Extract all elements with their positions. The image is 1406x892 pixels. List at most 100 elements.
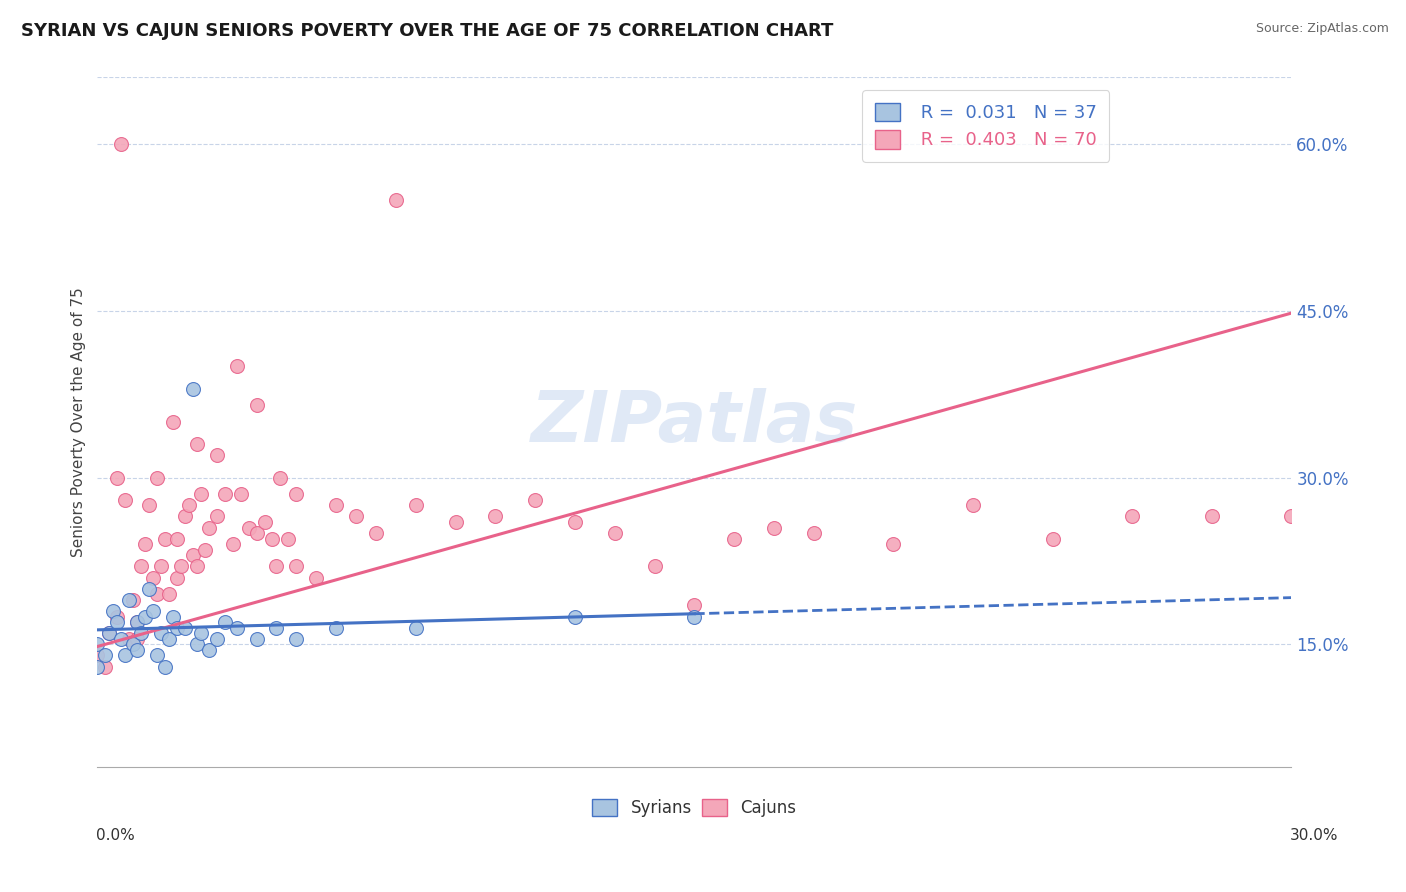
Point — [134, 609, 156, 624]
Point — [564, 515, 586, 529]
Point — [763, 520, 786, 534]
Point — [86, 648, 108, 663]
Point — [405, 499, 427, 513]
Point — [94, 648, 117, 663]
Point — [205, 509, 228, 524]
Point — [166, 571, 188, 585]
Point — [114, 492, 136, 507]
Point — [1042, 532, 1064, 546]
Point — [603, 526, 626, 541]
Point — [225, 621, 247, 635]
Point — [177, 499, 200, 513]
Point — [142, 604, 165, 618]
Point — [285, 559, 308, 574]
Point — [484, 509, 506, 524]
Point — [146, 587, 169, 601]
Point — [153, 532, 176, 546]
Point — [127, 615, 149, 629]
Point — [127, 643, 149, 657]
Point — [142, 571, 165, 585]
Legend: Syrians, Cajuns: Syrians, Cajuns — [586, 792, 803, 823]
Point — [683, 599, 706, 613]
Point — [162, 609, 184, 624]
Point — [166, 532, 188, 546]
Point — [266, 559, 288, 574]
Point — [325, 621, 347, 635]
Point — [118, 592, 141, 607]
Point — [150, 626, 173, 640]
Point — [174, 509, 197, 524]
Text: 30.0%: 30.0% — [1291, 828, 1339, 843]
Point — [190, 626, 212, 640]
Point — [146, 648, 169, 663]
Point — [305, 571, 328, 585]
Point — [186, 559, 208, 574]
Point — [882, 537, 904, 551]
Point — [129, 559, 152, 574]
Point — [214, 615, 236, 629]
Point — [524, 492, 547, 507]
Point — [110, 632, 132, 646]
Point — [98, 626, 121, 640]
Point — [269, 470, 291, 484]
Point — [105, 609, 128, 624]
Point — [157, 632, 180, 646]
Point — [221, 537, 243, 551]
Point — [138, 582, 160, 596]
Point — [105, 615, 128, 629]
Point — [803, 526, 825, 541]
Text: Source: ZipAtlas.com: Source: ZipAtlas.com — [1256, 22, 1389, 36]
Point — [86, 637, 108, 651]
Point — [245, 398, 267, 412]
Point — [129, 626, 152, 640]
Point — [170, 559, 193, 574]
Point — [127, 632, 149, 646]
Point — [198, 643, 221, 657]
Point — [245, 526, 267, 541]
Point — [253, 515, 276, 529]
Point — [166, 621, 188, 635]
Point — [157, 587, 180, 601]
Point — [105, 470, 128, 484]
Point — [683, 609, 706, 624]
Point — [205, 448, 228, 462]
Point — [1201, 509, 1223, 524]
Point — [103, 604, 125, 618]
Point — [86, 659, 108, 673]
Point — [277, 532, 299, 546]
Point — [181, 549, 204, 563]
Point — [162, 415, 184, 429]
Point — [186, 637, 208, 651]
Point — [94, 659, 117, 673]
Point — [146, 470, 169, 484]
Point — [344, 509, 367, 524]
Point — [266, 621, 288, 635]
Point — [1121, 509, 1143, 524]
Point — [229, 487, 252, 501]
Point — [238, 520, 260, 534]
Point — [205, 632, 228, 646]
Point — [962, 499, 984, 513]
Point — [114, 648, 136, 663]
Point — [186, 437, 208, 451]
Text: SYRIAN VS CAJUN SENIORS POVERTY OVER THE AGE OF 75 CORRELATION CHART: SYRIAN VS CAJUN SENIORS POVERTY OVER THE… — [21, 22, 834, 40]
Point — [245, 632, 267, 646]
Point — [444, 515, 467, 529]
Point — [98, 626, 121, 640]
Point — [190, 487, 212, 501]
Point — [225, 359, 247, 374]
Point — [153, 659, 176, 673]
Point — [174, 621, 197, 635]
Text: 0.0%: 0.0% — [96, 828, 135, 843]
Point — [723, 532, 745, 546]
Point — [122, 637, 145, 651]
Text: ZIPatlas: ZIPatlas — [530, 387, 858, 457]
Point — [1281, 509, 1303, 524]
Point — [285, 487, 308, 501]
Point — [127, 615, 149, 629]
Point — [285, 632, 308, 646]
Point — [405, 621, 427, 635]
Point — [118, 632, 141, 646]
Point — [134, 537, 156, 551]
Point — [138, 499, 160, 513]
